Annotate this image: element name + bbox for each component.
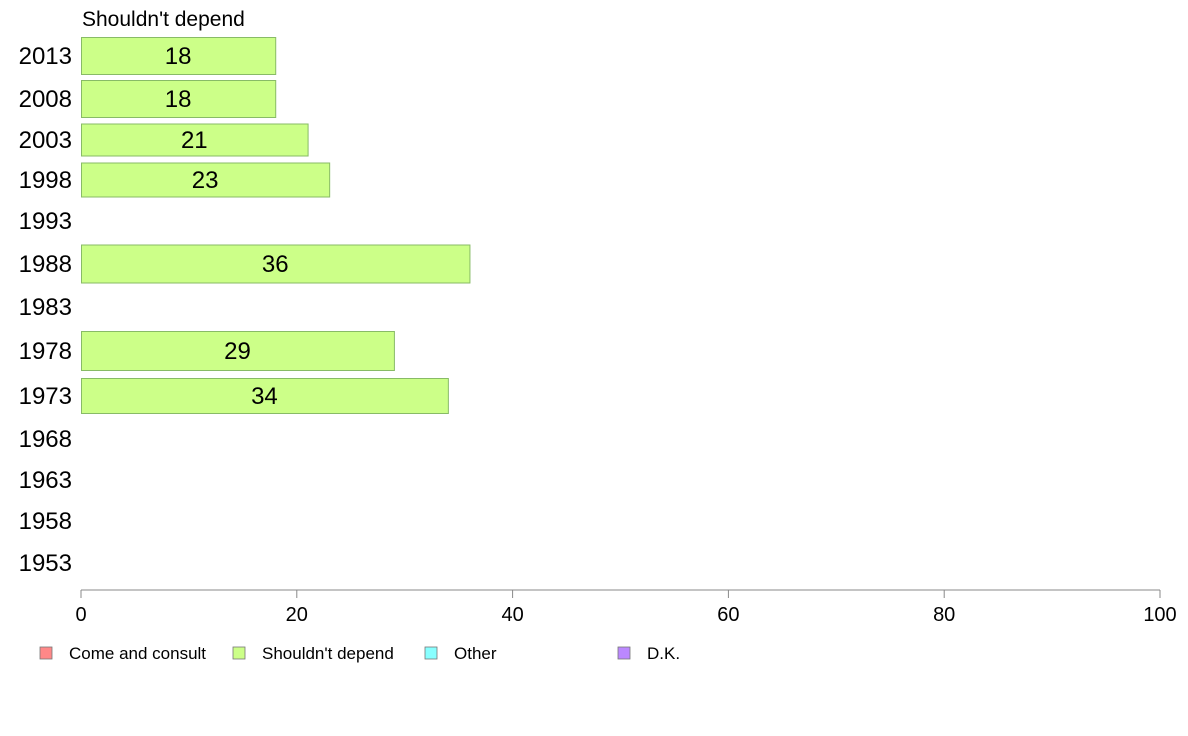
year-label-1963: 1963 <box>19 467 72 494</box>
bar-1988 <box>81 244 471 284</box>
year-label-2008: 2008 <box>19 86 72 113</box>
year-label-2003: 2003 <box>19 127 72 154</box>
bar-value-label-1988: 36 <box>262 251 289 278</box>
year-label-1983: 1983 <box>19 294 72 321</box>
bar-value-label-1978: 29 <box>224 338 251 365</box>
bar-value-label-2003: 21 <box>181 127 208 154</box>
year-label-1953: 1953 <box>19 550 72 577</box>
legend-swatch-0 <box>39 646 53 660</box>
legend: Come and consult Shouldn't depend Other D.K… <box>39 644 680 663</box>
legend-swatch-1 <box>232 646 246 660</box>
year-label-1998: 1998 <box>19 167 72 194</box>
bar-1998 <box>81 162 331 198</box>
x-tick-label-40: 40 <box>501 604 523 626</box>
bar-1978 <box>81 331 395 371</box>
year-label-1978: 1978 <box>19 338 72 365</box>
bar-2008 <box>81 80 277 118</box>
x-axis: 0 20 40 60 80 100 <box>75 589 1177 626</box>
bar-value-label-1973: 34 <box>251 383 278 410</box>
bar-value-label-2008: 18 <box>165 86 192 113</box>
y-axis-labels: 2013 2008 2003 1998 1993 1988 1983 1978 1973 1968… <box>19 43 72 577</box>
year-label-1993: 1993 <box>19 208 72 235</box>
year-label-1988: 1988 <box>19 251 72 278</box>
legend-label-0: Come and consult <box>69 644 206 663</box>
year-label-1958: 1958 <box>19 508 72 535</box>
chart-title: Shouldn't depend <box>82 8 245 31</box>
year-label-1973: 1973 <box>19 383 72 410</box>
x-tick-label-20: 20 <box>286 604 308 626</box>
legend-label-3: D.K. <box>647 644 680 663</box>
legend-label-2: Other <box>454 644 497 663</box>
legend-label-1: Shouldn't depend <box>262 644 394 663</box>
bar-2013 <box>81 37 277 75</box>
bar-2003 <box>81 123 309 157</box>
year-label-1968: 1968 <box>19 426 72 453</box>
bar-1973 <box>81 378 449 414</box>
x-tick-label-80: 80 <box>933 604 955 626</box>
bar-value-label-1998: 23 <box>192 167 219 194</box>
x-tick-label-0: 0 <box>75 604 86 626</box>
legend-swatch-3 <box>617 646 631 660</box>
bar-value-label-2013: 18 <box>165 43 192 70</box>
x-tick-label-60: 60 <box>717 604 739 626</box>
x-tick-label-100: 100 <box>1143 604 1176 626</box>
legend-swatch-2 <box>424 646 438 660</box>
year-label-2013: 2013 <box>19 43 72 70</box>
